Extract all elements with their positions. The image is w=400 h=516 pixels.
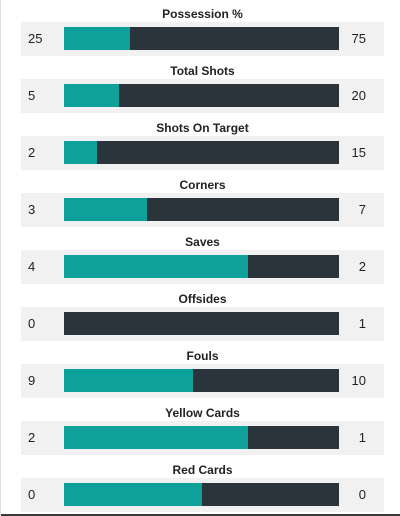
stat-row: 5 20 bbox=[21, 79, 384, 113]
stat-row: 9 10 bbox=[21, 364, 384, 398]
comparison-bar bbox=[64, 141, 339, 164]
stat-title: Fouls bbox=[186, 349, 219, 363]
stat-row: 2 15 bbox=[21, 136, 384, 170]
away-value: 2 bbox=[358, 259, 366, 274]
stat-fouls: Fouls 9 10 bbox=[21, 342, 384, 399]
comparison-bar bbox=[64, 198, 339, 221]
stat-offsides: Offsides 0 1 bbox=[21, 285, 384, 342]
stat-yellow-cards: Yellow Cards 2 1 bbox=[21, 399, 384, 456]
stat-row: 4 2 bbox=[21, 250, 384, 284]
stat-total-shots: Total Shots 5 20 bbox=[21, 57, 384, 114]
stat-corners: Corners 3 7 bbox=[21, 171, 384, 228]
comparison-bar bbox=[64, 312, 339, 335]
stat-possession: Possession % 25 75 bbox=[21, 0, 384, 57]
stat-title: Saves bbox=[185, 235, 220, 249]
comparison-bar bbox=[64, 369, 339, 392]
stat-row: 0 0 bbox=[21, 478, 384, 512]
home-value: 2 bbox=[28, 145, 36, 160]
home-bar-fill bbox=[64, 483, 202, 506]
home-bar-fill bbox=[64, 255, 249, 278]
stat-title: Corners bbox=[179, 178, 226, 192]
home-value: 5 bbox=[28, 88, 36, 103]
stat-saves: Saves 4 2 bbox=[21, 228, 384, 285]
stat-row: 25 75 bbox=[21, 22, 384, 56]
away-value: 20 bbox=[351, 88, 366, 103]
stat-row: 0 1 bbox=[21, 307, 384, 341]
stat-title: Offsides bbox=[178, 292, 227, 306]
comparison-bar bbox=[64, 255, 339, 278]
stat-shots-on-target: Shots On Target 2 15 bbox=[21, 114, 384, 171]
home-value: 2 bbox=[28, 430, 36, 445]
home-value: 0 bbox=[28, 316, 36, 331]
away-value: 10 bbox=[351, 373, 366, 388]
away-value: 15 bbox=[351, 145, 366, 160]
home-value: 9 bbox=[28, 373, 36, 388]
away-value: 1 bbox=[358, 316, 366, 331]
bottom-divider bbox=[1, 514, 400, 516]
stat-title: Possession % bbox=[162, 7, 243, 21]
stat-row: 3 7 bbox=[21, 193, 384, 227]
stat-title: Shots On Target bbox=[156, 121, 249, 135]
comparison-bar bbox=[64, 27, 339, 50]
home-bar-fill bbox=[64, 27, 130, 50]
home-value: 4 bbox=[28, 259, 36, 274]
away-value: 1 bbox=[358, 430, 366, 445]
away-value: 7 bbox=[358, 202, 366, 217]
home-bar-fill bbox=[64, 369, 194, 392]
stat-title: Yellow Cards bbox=[165, 406, 240, 420]
home-value: 25 bbox=[28, 31, 43, 46]
comparison-bar bbox=[64, 84, 339, 107]
stat-title: Total Shots bbox=[170, 64, 235, 78]
home-bar-fill bbox=[64, 426, 249, 449]
stat-title: Red Cards bbox=[172, 463, 233, 477]
away-value: 75 bbox=[351, 31, 366, 46]
home-value: 3 bbox=[28, 202, 36, 217]
away-value: 0 bbox=[358, 487, 366, 502]
stat-row: 2 1 bbox=[21, 421, 384, 455]
home-bar-fill bbox=[64, 141, 97, 164]
home-value: 0 bbox=[28, 487, 36, 502]
home-bar-fill bbox=[64, 198, 147, 221]
home-bar-fill bbox=[64, 84, 119, 107]
comparison-bar bbox=[64, 426, 339, 449]
comparison-bar bbox=[64, 483, 339, 506]
stat-red-cards: Red Cards 0 0 bbox=[21, 456, 384, 513]
